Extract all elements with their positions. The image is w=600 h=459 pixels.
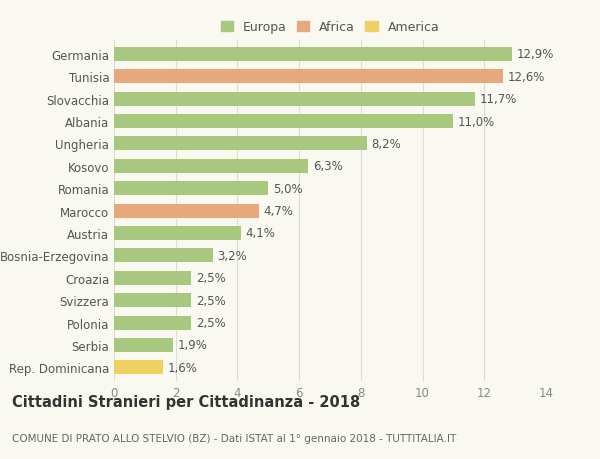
Text: 8,2%: 8,2% (371, 138, 401, 151)
Bar (114, 227, 241, 241)
Text: 3,2%: 3,2% (217, 249, 247, 262)
Text: 11,0%: 11,0% (458, 115, 496, 128)
Text: 1,9%: 1,9% (177, 339, 207, 352)
Bar (114, 182, 268, 196)
Text: 2,5%: 2,5% (196, 294, 226, 307)
Bar (114, 137, 367, 151)
Bar (114, 92, 475, 106)
Bar (114, 204, 259, 218)
Bar (114, 115, 454, 129)
Legend: Europa, Africa, America: Europa, Africa, America (218, 19, 442, 37)
Text: Cittadini Stranieri per Cittadinanza - 2018: Cittadini Stranieri per Cittadinanza - 2… (12, 394, 360, 409)
Text: 1,6%: 1,6% (168, 361, 198, 374)
Text: 12,9%: 12,9% (517, 48, 554, 61)
Bar (114, 249, 213, 263)
Text: 12,6%: 12,6% (508, 71, 545, 84)
Bar (114, 316, 191, 330)
Bar (114, 294, 191, 308)
Bar (114, 48, 512, 62)
Text: 4,1%: 4,1% (245, 227, 275, 240)
Bar (114, 361, 163, 375)
Text: 2,5%: 2,5% (196, 316, 226, 330)
Bar (114, 70, 503, 84)
Text: 2,5%: 2,5% (196, 272, 226, 285)
Bar (114, 338, 173, 352)
Text: 4,7%: 4,7% (263, 205, 293, 218)
Text: 11,7%: 11,7% (479, 93, 517, 106)
Text: COMUNE DI PRATO ALLO STELVIO (BZ) - Dati ISTAT al 1° gennaio 2018 - TUTTITALIA.I: COMUNE DI PRATO ALLO STELVIO (BZ) - Dati… (12, 433, 456, 442)
Bar (114, 160, 308, 174)
Text: 5,0%: 5,0% (273, 182, 302, 195)
Bar (114, 271, 191, 285)
Text: 6,3%: 6,3% (313, 160, 343, 173)
